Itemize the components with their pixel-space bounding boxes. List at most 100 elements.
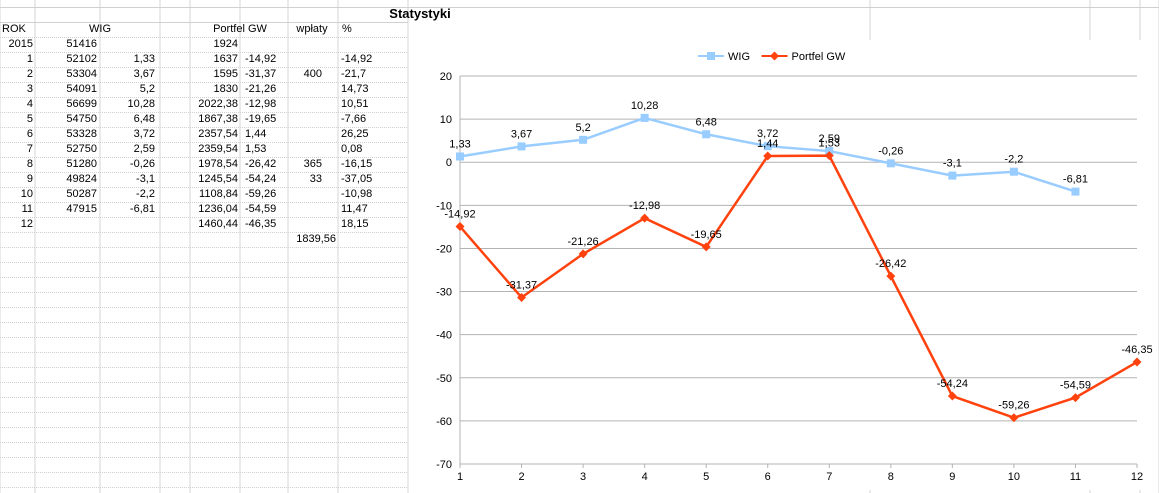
header-wplaty[interactable]: wpłaty — [296, 23, 328, 35]
cell-rok[interactable]: 6 — [26, 128, 33, 140]
cell-rok[interactable]: 8 — [26, 158, 33, 170]
cell-wig[interactable]: 52102 — [66, 53, 97, 65]
cell-wig[interactable]: 47915 — [66, 203, 97, 215]
cell-portfel-pct[interactable]: -59,26 — [245, 188, 277, 200]
cell-wig-pct[interactable]: -0,26 — [129, 158, 155, 170]
cell-portfel-pct[interactable]: -26,42 — [245, 158, 277, 170]
cell-portfel[interactable]: 1637 — [213, 53, 238, 65]
cell-rok[interactable]: 3 — [26, 83, 33, 95]
cell-rok[interactable]: 9 — [26, 173, 33, 185]
cell-wplaty[interactable] — [288, 217, 322, 232]
cell-wplaty[interactable]: 33 — [309, 173, 322, 185]
cell-wig[interactable]: 51280 — [66, 158, 97, 170]
cell-pct[interactable]: -7,66 — [341, 113, 367, 125]
cell-wplaty[interactable] — [288, 52, 322, 67]
cell-pct[interactable]: -10,98 — [341, 188, 373, 200]
cell-portfel[interactable]: 1245,54 — [198, 173, 238, 185]
cell-rok[interactable]: 12 — [20, 218, 33, 230]
cell-pct[interactable]: -37,05 — [341, 173, 373, 185]
cell-wplaty[interactable] — [288, 187, 322, 202]
cell-rok[interactable]: 1 — [26, 53, 33, 65]
cell-wig[interactable]: 50287 — [66, 188, 97, 200]
cell-wplaty[interactable] — [288, 127, 322, 142]
cell-portfel-pct[interactable]: 1,53 — [245, 143, 267, 155]
cell-rok[interactable]: 11 — [21, 203, 33, 215]
cell-rok[interactable]: 5 — [26, 113, 33, 125]
cell-wig-pct[interactable]: -3,1 — [136, 173, 155, 185]
cell-portfel[interactable]: 1830 — [213, 83, 238, 95]
cell-wig-pct[interactable]: -2,2 — [136, 188, 155, 200]
cell-portfel-pct[interactable]: -14,92 — [245, 53, 277, 65]
cell-portfel-pct[interactable] — [245, 37, 293, 52]
cell-portfel[interactable]: 1924 — [213, 38, 238, 50]
cell-wplaty[interactable] — [288, 82, 322, 97]
cell-portfel-pct[interactable]: -21,26 — [245, 83, 277, 95]
cell-wig-pct[interactable]: 5,2 — [139, 83, 155, 95]
cell-wplaty[interactable] — [288, 142, 322, 157]
cell-portfel[interactable]: 1978,54 — [198, 158, 238, 170]
cell-wplaty[interactable] — [288, 202, 322, 217]
chart-background — [410, 40, 1155, 490]
cell-rok[interactable]: 4 — [26, 98, 33, 110]
cell-wig-pct[interactable]: 3,67 — [133, 68, 155, 80]
header-wig[interactable]: WIG — [89, 23, 111, 35]
cell-wig-pct[interactable] — [100, 37, 155, 52]
cell-portfel-pct[interactable]: -54,24 — [245, 173, 277, 185]
cell-pct[interactable]: 18,15 — [341, 218, 369, 230]
header-pct[interactable]: % — [342, 23, 352, 35]
cell-wig[interactable]: 53328 — [66, 128, 97, 140]
cell-wig[interactable] — [35, 217, 97, 232]
cell-rok[interactable]: 2015 — [8, 38, 33, 50]
cell-pct[interactable]: -16,15 — [341, 158, 373, 170]
cell-wig-pct[interactable]: 1,33 — [133, 53, 155, 65]
cell-wplaty-total[interactable]: 1839,56 — [296, 233, 336, 245]
cell-pct[interactable]: 10,51 — [341, 98, 369, 110]
cell-portfel-pct[interactable]: 1,44 — [245, 128, 267, 140]
header-rok[interactable]: ROK — [2, 23, 26, 35]
cell-portfel[interactable]: 2359,54 — [198, 143, 238, 155]
cell-pct[interactable]: 26,25 — [341, 128, 369, 140]
cell-wplaty[interactable] — [288, 112, 322, 127]
cell-wig[interactable]: 49824 — [66, 173, 97, 185]
cell-portfel[interactable]: 2022,38 — [198, 98, 238, 110]
cell-rok[interactable]: 7 — [26, 143, 33, 155]
cell-portfel[interactable]: 2357,54 — [198, 128, 238, 140]
cell-portfel[interactable]: 1867,38 — [198, 113, 238, 125]
cell-wplaty[interactable] — [288, 37, 322, 52]
cell-rok[interactable]: 10 — [20, 188, 33, 200]
header-portfel[interactable]: Portfel GW — [213, 23, 267, 35]
cell-wig[interactable]: 52750 — [66, 143, 97, 155]
cell-pct[interactable]: 14,73 — [341, 83, 369, 95]
cell-pct[interactable]: 11,47 — [341, 203, 368, 215]
cell-pct[interactable] — [341, 37, 401, 52]
cell-portfel-pct[interactable]: -46,35 — [245, 218, 277, 230]
cell-wig-pct[interactable]: 6,48 — [133, 113, 155, 125]
cell-wig[interactable]: 51416 — [66, 38, 97, 50]
cell-wig-pct[interactable]: 2,59 — [133, 143, 155, 155]
cell-portfel-pct[interactable]: -31,37 — [245, 68, 277, 80]
cell-portfel[interactable]: 1236,04 — [198, 203, 238, 215]
cell-portfel-pct[interactable]: -54,59 — [245, 203, 277, 215]
cell-wig[interactable]: 53304 — [66, 68, 97, 80]
cell-pct[interactable]: 0,08 — [341, 143, 363, 155]
cell-wig[interactable]: 54750 — [66, 113, 97, 125]
cell-wig-pct[interactable]: -6,81 — [129, 203, 155, 215]
cell-rok[interactable]: 2 — [26, 68, 33, 80]
cell-wplaty[interactable]: 365 — [303, 158, 322, 170]
cell-portfel-pct[interactable]: -12,98 — [245, 98, 277, 110]
cell-pct[interactable]: -14,92 — [341, 53, 373, 65]
cell-wig[interactable]: 54091 — [66, 83, 97, 95]
cell-wplaty[interactable]: 400 — [303, 68, 322, 80]
cell-wig-pct[interactable]: 3,72 — [133, 128, 155, 140]
cell-wplaty[interactable] — [288, 97, 322, 112]
cell-pct[interactable]: -21,7 — [341, 68, 367, 80]
cell-wig[interactable]: 56699 — [66, 98, 97, 110]
cell-wig-pct[interactable] — [100, 217, 155, 232]
cell-portfel[interactable]: 1595 — [213, 68, 238, 80]
cell-portfel-pct[interactable]: -19,65 — [245, 113, 277, 125]
cell-wig-pct[interactable]: 10,28 — [127, 98, 155, 110]
cell-portfel[interactable]: 1460,44 — [198, 218, 238, 230]
cell-portfel[interactable]: 1108,84 — [199, 188, 238, 200]
